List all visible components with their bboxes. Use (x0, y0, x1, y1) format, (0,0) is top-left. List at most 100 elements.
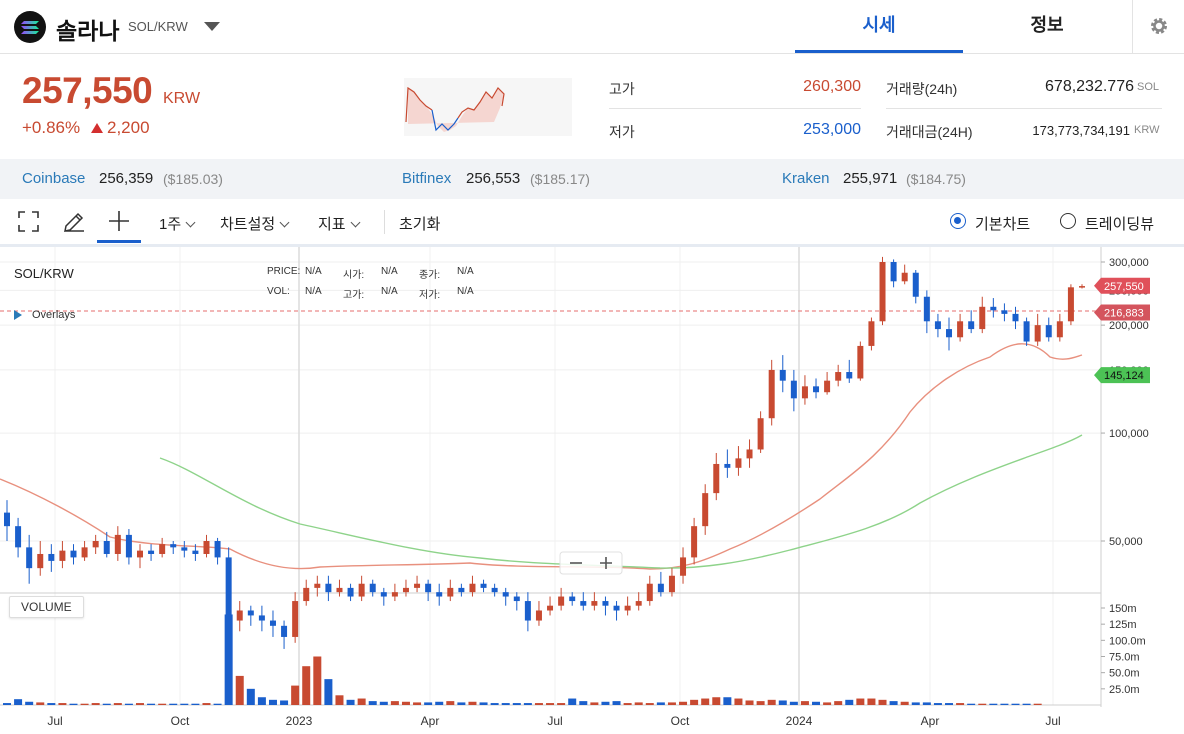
volume-bar (490, 703, 499, 705)
volume-panel-label: VOLUME (9, 596, 84, 618)
overlays-label[interactable]: Overlays (32, 309, 76, 321)
volume-bar (14, 699, 23, 705)
interval-select[interactable]: 1주 (159, 213, 196, 234)
candles (4, 256, 1085, 649)
candle-body (303, 587, 310, 602)
volume-bar (845, 699, 854, 705)
exchange-name[interactable]: Kraken (782, 170, 830, 187)
volume-bar (158, 703, 167, 705)
volume-bar (401, 701, 410, 705)
candle-body (15, 526, 22, 548)
tradingview-radio[interactable] (1060, 213, 1076, 229)
amount-unit: KRW (1134, 124, 1160, 136)
candle-body (26, 547, 33, 569)
candle-body (547, 605, 554, 611)
basic-chart-label[interactable]: 기본차트 (975, 216, 1031, 233)
tradingview-label[interactable]: 트레이딩뷰 (1085, 216, 1155, 233)
volume-bar (302, 666, 311, 705)
low-value: 253,000 (803, 121, 861, 138)
volume-bar (357, 698, 366, 705)
low-label: 저가 (609, 124, 635, 140)
candle-body (957, 321, 964, 338)
volume-bar (867, 698, 876, 705)
fullscreen-icon[interactable] (18, 211, 39, 232)
candle-body (524, 601, 531, 621)
volume-bar (435, 701, 444, 705)
basic-chart-radio[interactable] (950, 213, 966, 229)
exchange-price: 255,971 (843, 170, 898, 187)
volume-bar (767, 699, 776, 705)
candle-body (347, 587, 354, 597)
price-marker-label: 145,124 (1104, 370, 1144, 382)
candle-body (81, 547, 88, 558)
volume-bar (834, 701, 843, 705)
crosshair-icon[interactable] (108, 210, 130, 232)
coin-select-caret-icon[interactable] (204, 22, 220, 31)
volume-bar (590, 702, 599, 705)
candle-body (447, 587, 454, 597)
volume-bar (36, 702, 45, 705)
candle-body (37, 553, 44, 569)
candle-body (48, 553, 55, 561)
candle-body (247, 610, 254, 616)
high-info-label: 고가: (343, 290, 365, 301)
price-sparkline (404, 78, 572, 136)
divider (609, 108, 861, 109)
volume-bar (246, 688, 255, 705)
candle-body (835, 372, 842, 381)
interval-label: 1주 (159, 216, 182, 233)
candle-body (170, 544, 177, 548)
price-info-value: N/A (305, 266, 322, 277)
candle-body (724, 463, 731, 468)
candle-body (768, 369, 775, 419)
candle-body (380, 592, 387, 597)
volume-bar (568, 698, 577, 705)
exchange-name[interactable]: Coinbase (22, 170, 86, 187)
tab-info[interactable]: 정보 (1030, 15, 1064, 35)
indicators-menu[interactable]: 지표 (318, 213, 361, 234)
candle-body (325, 583, 332, 593)
volume-bar (812, 701, 821, 705)
settings-button[interactable] (1132, 0, 1184, 53)
candlestick-chart[interactable]: 300,000250,000200,000150,000100,00050,00… (0, 247, 1184, 734)
volume-bar (124, 703, 133, 705)
overlays-toggle-icon[interactable] (14, 310, 22, 320)
candle-body (912, 272, 919, 297)
tab-price[interactable]: 시세 (795, 0, 963, 53)
time-tick-label: Oct (671, 714, 690, 728)
volume-bar (656, 702, 665, 705)
volume-bar (346, 699, 355, 705)
volume-tick-label: 25.0m (1109, 684, 1140, 696)
pencil-icon[interactable] (62, 210, 86, 234)
volume-bar (789, 701, 798, 705)
candle-body (402, 587, 409, 593)
candle-body (580, 601, 587, 606)
volume-bar (468, 701, 477, 705)
volume-bar (967, 703, 976, 705)
volume-bar (911, 702, 920, 705)
chart-grid (0, 247, 1101, 705)
time-tick-label: Apr (921, 714, 940, 728)
low-info-label: 저가: (419, 290, 441, 301)
candle-body (148, 550, 155, 554)
chart-symbol: SOL/KRW (14, 266, 74, 281)
exchange-name[interactable]: Bitfinex (402, 170, 452, 187)
time-tick-label: 2023 (286, 714, 313, 728)
volume-bar (324, 679, 333, 705)
candle-body (414, 583, 421, 588)
reset-button[interactable]: 초기화 (399, 216, 441, 233)
candle-body (491, 587, 498, 593)
candle-body (358, 583, 365, 597)
price-tick-label: 300,000 (1109, 257, 1149, 269)
volume-bar (933, 703, 942, 705)
time-tick-label: Jul (547, 714, 562, 728)
candle-body (979, 306, 986, 330)
time-tick-label: Oct (171, 714, 190, 728)
exchange-bar (0, 159, 1184, 199)
candle-body (801, 386, 808, 399)
volume-bar (756, 701, 765, 705)
ma-long-line (159, 434, 1083, 569)
volume-bar (47, 703, 56, 705)
chart-settings-menu[interactable]: 차트설정 (220, 213, 290, 234)
zoom-controls[interactable] (559, 551, 623, 575)
